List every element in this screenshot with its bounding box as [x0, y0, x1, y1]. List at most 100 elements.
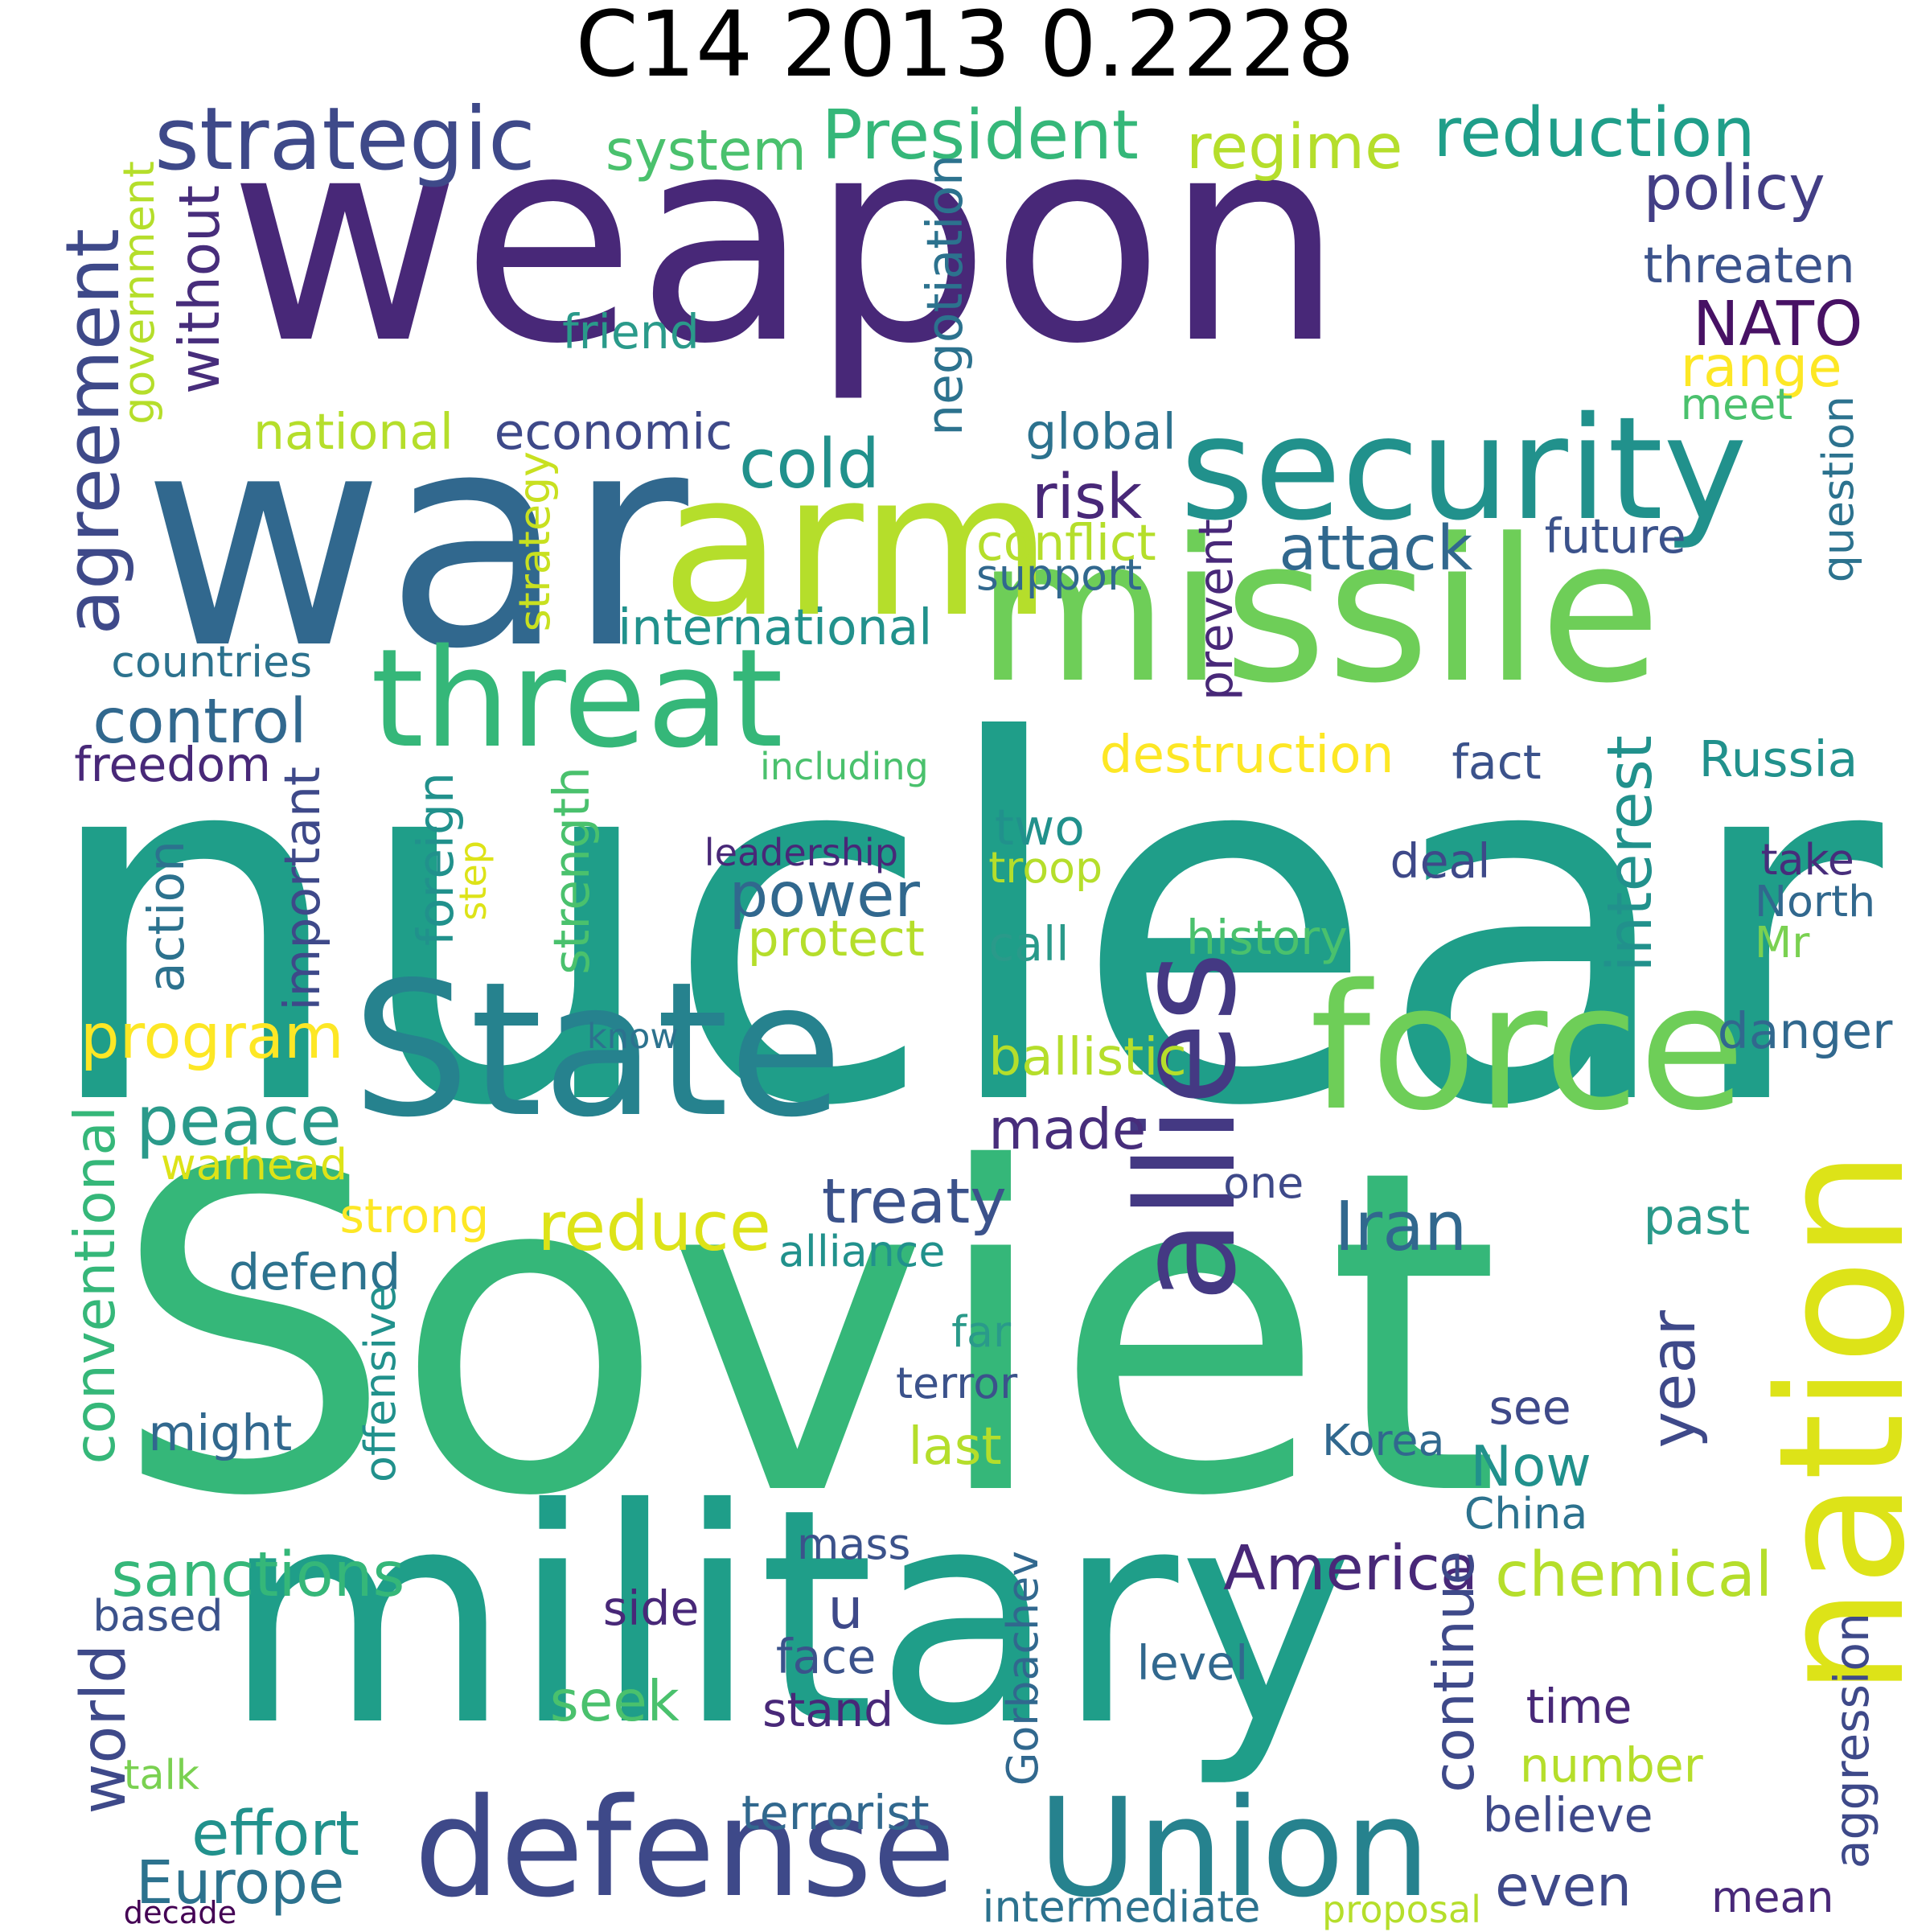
word-conventional: conventional: [63, 1106, 128, 1465]
word-global: global: [1025, 404, 1176, 462]
word-time: time: [1526, 1679, 1632, 1734]
word-weapon: weapon: [228, 75, 1345, 406]
word-protect: protect: [747, 911, 925, 968]
word-nato: NATO: [1692, 288, 1863, 360]
word-program: program: [80, 1001, 344, 1074]
cloud-title: C14 2013 0.2228: [575, 0, 1355, 97]
word-military: military: [222, 1445, 1354, 1791]
word-treaty: treaty: [821, 1165, 1007, 1238]
word-made: made: [988, 1097, 1147, 1162]
word-conflict: conflict: [975, 515, 1156, 573]
word-meet: meet: [1680, 379, 1793, 430]
word-war: war: [142, 368, 688, 713]
word-power: power: [729, 859, 920, 931]
word-soviet: Soviet: [111, 1075, 1501, 1593]
word-state: State: [351, 942, 843, 1158]
word-economic: economic: [494, 404, 733, 462]
word-strong: strong: [339, 1188, 490, 1243]
word-call: call: [988, 916, 1070, 972]
word-fact: fact: [1452, 734, 1542, 790]
word-including: including: [759, 744, 929, 788]
word-chemical: chemical: [1495, 1539, 1773, 1611]
word-cold: cold: [738, 424, 881, 504]
word-number: number: [1519, 1738, 1703, 1794]
word-europe: Europe: [136, 1848, 345, 1918]
word-interest: interest: [1594, 735, 1666, 972]
word-warhead: warhead: [160, 1139, 348, 1190]
word-stand: stand: [762, 1683, 894, 1738]
word-freedom: freedom: [74, 737, 271, 792]
word-nuclear: nuclear: [37, 639, 1883, 1215]
word-far: far: [951, 1305, 1012, 1357]
word-face: face: [775, 1630, 877, 1685]
word-defend: defend: [228, 1243, 401, 1301]
word-threat: threat: [370, 619, 783, 778]
word-u: u: [827, 1576, 864, 1642]
word-offensive: offensive: [354, 1285, 405, 1482]
word-gorbachev: Gorbachev: [996, 1551, 1048, 1786]
word-arm: arm: [661, 430, 1053, 661]
word-history: history: [1186, 911, 1348, 965]
word-negotiation: negotiation: [916, 154, 974, 436]
word-friend: friend: [562, 305, 700, 360]
word-korea: Korea: [1322, 1414, 1445, 1465]
word-reduction: reduction: [1433, 92, 1755, 172]
word-iran: Iran: [1334, 1186, 1468, 1266]
word-terrorist: terrorist: [741, 1785, 930, 1840]
word-force: force: [1309, 947, 1746, 1149]
word-north: North: [1754, 875, 1876, 927]
word-one: one: [1223, 1157, 1304, 1209]
word-support: support: [975, 549, 1143, 601]
word-policy: policy: [1643, 152, 1825, 224]
word-mass: mass: [797, 1518, 911, 1569]
word-union: Union: [1037, 1768, 1431, 1927]
word-strength: strength: [543, 766, 601, 975]
word-year: year: [1637, 1309, 1710, 1449]
word-side: side: [602, 1581, 700, 1637]
word-sanctions: sanctions: [111, 1539, 405, 1611]
word-peace: peace: [136, 1082, 342, 1161]
word-last: last: [908, 1416, 1002, 1477]
word-danger: danger: [1717, 1003, 1893, 1061]
word-destruction: destruction: [1099, 724, 1394, 785]
word-aggression: aggression: [1825, 1613, 1879, 1869]
word-leadership: leadership: [704, 831, 898, 875]
word-based: based: [92, 1590, 224, 1642]
word-believe: believe: [1482, 1787, 1653, 1843]
word-effort: effort: [191, 1798, 360, 1871]
word-control: control: [92, 686, 307, 758]
word-international: international: [618, 598, 933, 656]
word-talk: talk: [123, 1750, 200, 1798]
word-future: future: [1544, 508, 1686, 564]
word-system: system: [605, 118, 807, 183]
word-now: Now: [1470, 1435, 1591, 1499]
word-might: might: [148, 1404, 293, 1462]
word-foreign: foreign: [407, 772, 465, 947]
word-range: range: [1680, 335, 1842, 400]
word-two: two: [994, 799, 1085, 857]
word-alliance: alliance: [778, 1225, 946, 1276]
word-strategic: strategic: [154, 88, 536, 190]
word-attack: attack: [1279, 513, 1473, 586]
word-china: China: [1464, 1487, 1588, 1539]
word-security: security: [1180, 385, 1747, 552]
word-defense: defense: [413, 1768, 956, 1927]
word-reduce: reduce: [537, 1186, 771, 1266]
word-continue: continue: [1422, 1551, 1487, 1793]
word-mr: Mr: [1754, 916, 1810, 968]
word-president: President: [821, 95, 1139, 175]
word-decade: decade: [123, 1894, 237, 1931]
word-threaten: threaten: [1643, 236, 1855, 294]
word-ballistic: ballistic: [988, 1026, 1187, 1087]
word-troop: troop: [988, 842, 1103, 894]
word-prevent: prevent: [1188, 519, 1243, 701]
word-seek: seek: [549, 1669, 680, 1734]
word-level: level: [1136, 1635, 1249, 1691]
word-russia: Russia: [1698, 731, 1858, 789]
word-past: past: [1643, 1188, 1751, 1246]
word-national: national: [253, 404, 454, 462]
word-question: question: [1812, 395, 1863, 582]
word-take: take: [1760, 833, 1854, 885]
word-intermediate: intermediate: [982, 1881, 1261, 1932]
